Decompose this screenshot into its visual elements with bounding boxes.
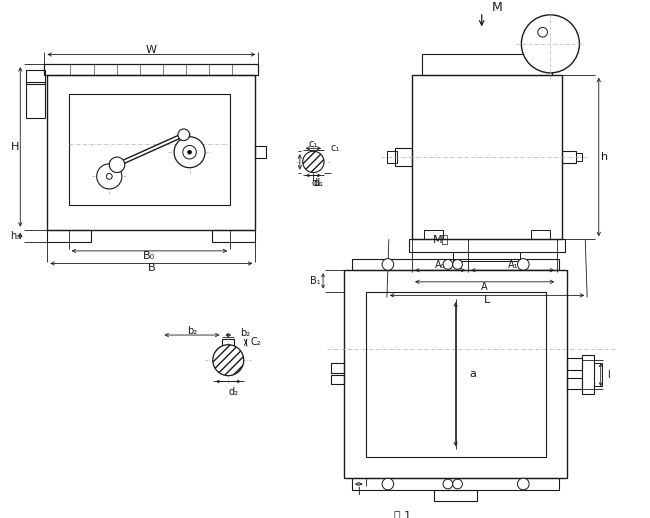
Circle shape xyxy=(97,164,122,189)
Bar xyxy=(26,70,46,83)
Text: B: B xyxy=(148,263,155,274)
Circle shape xyxy=(178,129,190,140)
Circle shape xyxy=(188,150,192,154)
Bar xyxy=(331,375,345,384)
Text: 图 1: 图 1 xyxy=(394,510,411,518)
Text: l: l xyxy=(358,487,360,497)
Circle shape xyxy=(303,151,324,172)
Bar xyxy=(222,339,234,346)
Text: A₁: A₁ xyxy=(508,261,518,270)
Circle shape xyxy=(213,344,244,376)
Bar xyxy=(387,151,396,163)
Text: c₁: c₁ xyxy=(309,139,318,150)
Bar xyxy=(567,378,582,389)
Bar xyxy=(422,53,552,75)
Circle shape xyxy=(109,157,125,172)
Bar xyxy=(412,75,562,239)
Bar xyxy=(434,490,477,501)
Circle shape xyxy=(183,146,196,159)
Bar xyxy=(409,239,565,252)
Text: A₀: A₀ xyxy=(435,261,445,270)
Circle shape xyxy=(443,479,452,489)
Circle shape xyxy=(452,479,462,489)
Bar xyxy=(366,292,545,457)
Text: d₁: d₁ xyxy=(311,178,321,188)
Bar xyxy=(452,252,521,261)
Text: M向: M向 xyxy=(433,234,449,244)
Text: h₀: h₀ xyxy=(10,231,21,241)
Bar xyxy=(44,64,258,75)
Bar xyxy=(562,151,575,163)
Text: a: a xyxy=(469,369,476,379)
Bar xyxy=(594,363,602,386)
Bar xyxy=(212,229,255,242)
Text: B₀: B₀ xyxy=(144,251,155,261)
Text: A: A xyxy=(481,282,488,292)
Circle shape xyxy=(521,15,579,73)
Bar xyxy=(531,229,551,239)
Circle shape xyxy=(517,478,529,490)
Circle shape xyxy=(174,137,205,168)
Text: d₁: d₁ xyxy=(313,178,323,188)
Text: H: H xyxy=(11,142,20,152)
Text: d₂: d₂ xyxy=(228,387,238,397)
Bar xyxy=(582,355,594,394)
Circle shape xyxy=(382,478,394,490)
Text: l: l xyxy=(607,370,610,380)
Bar xyxy=(47,229,91,242)
Bar xyxy=(352,258,559,270)
Text: L: L xyxy=(484,295,490,305)
Text: c₁: c₁ xyxy=(330,143,339,153)
Bar xyxy=(424,229,443,239)
Circle shape xyxy=(517,258,529,270)
Circle shape xyxy=(443,260,452,269)
Text: b₂: b₂ xyxy=(240,328,251,338)
Circle shape xyxy=(538,27,547,37)
Bar xyxy=(26,81,46,118)
Circle shape xyxy=(382,258,394,270)
Bar xyxy=(69,94,230,206)
Text: M: M xyxy=(491,1,502,13)
Bar xyxy=(255,147,266,158)
Bar xyxy=(395,148,412,166)
Text: W: W xyxy=(146,45,157,55)
Bar xyxy=(575,153,582,161)
Text: b₂: b₂ xyxy=(187,326,197,336)
Circle shape xyxy=(452,260,462,269)
Circle shape xyxy=(107,174,112,179)
Bar xyxy=(47,75,255,229)
Bar xyxy=(567,358,582,370)
Text: B₁: B₁ xyxy=(310,276,320,286)
Bar xyxy=(331,363,345,373)
Bar xyxy=(344,270,567,478)
Text: h: h xyxy=(601,152,608,162)
Text: C₂: C₂ xyxy=(250,337,261,347)
Bar xyxy=(352,478,559,490)
